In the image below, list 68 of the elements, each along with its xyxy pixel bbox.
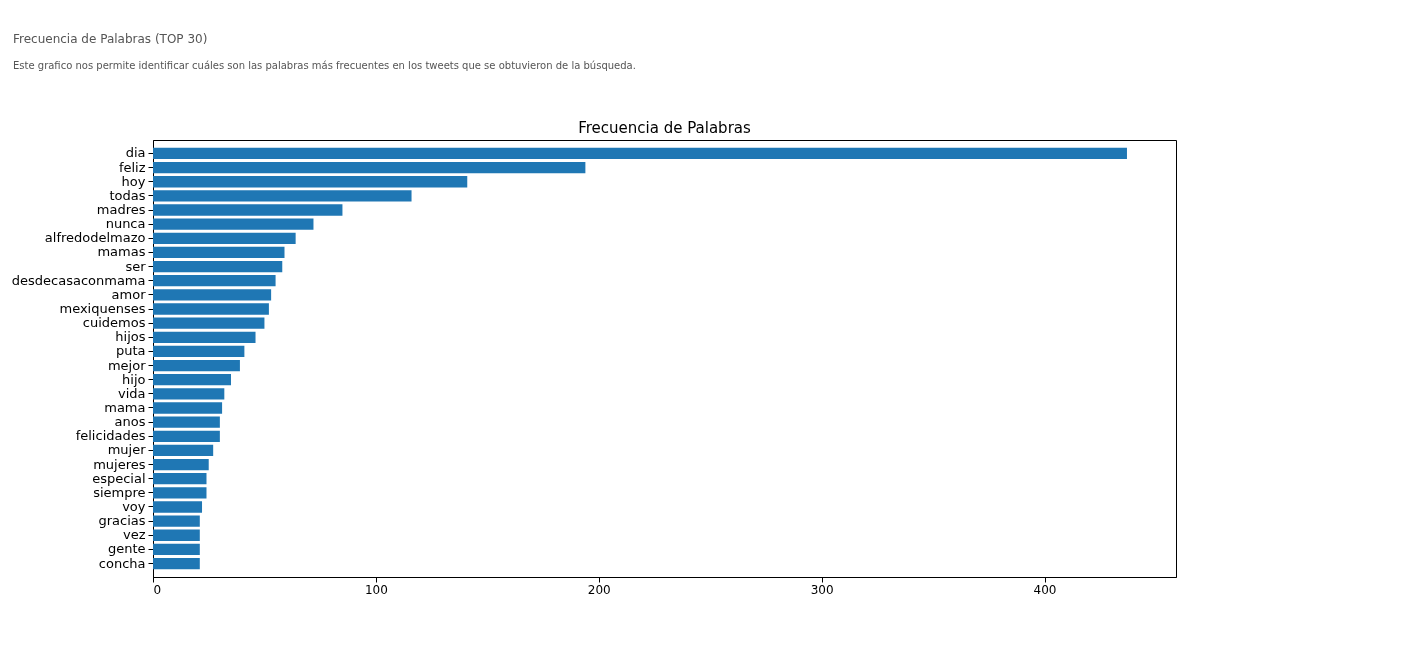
y-tick-label: amor — [111, 286, 147, 302]
y-tick-label: cuidemos — [82, 315, 146, 331]
bar — [153, 529, 200, 541]
y-tick-label: mujeres — [93, 456, 146, 472]
bar — [153, 374, 232, 386]
x-tick-label: 400 — [1033, 582, 1057, 597]
bar — [153, 190, 412, 202]
bar — [153, 275, 276, 287]
y-tick-label: siempre — [93, 484, 146, 500]
bar — [153, 543, 200, 556]
bar — [153, 416, 220, 428]
bar — [153, 359, 240, 372]
y-tick-label: vida — [117, 385, 146, 401]
y-tick-label: gracias — [98, 513, 146, 529]
y-tick-label: mama — [104, 400, 146, 415]
y-tick-label: voy — [122, 499, 146, 514]
bar — [153, 289, 272, 301]
bar — [153, 515, 200, 527]
text: Frecuencia de Palabras (TOP 30) — [13, 31, 208, 46]
bar — [153, 444, 214, 457]
x-tick-label: 0 — [153, 582, 162, 597]
y-tick-label: alfredodelmazo — [44, 230, 146, 246]
bar — [153, 260, 283, 273]
y-tick-label: madres — [96, 202, 146, 217]
bar — [153, 232, 296, 244]
y-tick-label: anos — [114, 414, 146, 430]
y-tick-label: ser — [125, 258, 147, 274]
x-tick-label: 200 — [587, 582, 611, 597]
bar — [153, 176, 468, 188]
bar — [153, 317, 265, 329]
bar — [153, 501, 203, 513]
bar — [153, 473, 207, 485]
y-tick-label: todas — [109, 187, 146, 203]
bar — [153, 161, 586, 174]
bar — [153, 345, 245, 358]
y-tick-label: concha — [98, 555, 146, 571]
y-tick-label: nunca — [105, 216, 146, 232]
bar — [153, 388, 225, 400]
y-tick-label: mejor — [107, 357, 147, 373]
y-tick-label: desdecasaconmama — [11, 272, 146, 288]
bar — [153, 218, 314, 230]
y-tick-label: gente — [107, 541, 146, 557]
y-tick-label: puta — [115, 343, 146, 359]
bar — [153, 487, 207, 499]
bar — [153, 557, 200, 570]
y-tick-label: mamas — [97, 244, 146, 260]
y-tick-label: hoy — [121, 173, 146, 189]
chart-title: Frecuencia de Palabras — [578, 119, 751, 137]
y-tick-label: feliz — [118, 159, 146, 175]
y-tick-label: hijo — [122, 371, 146, 387]
bar — [153, 147, 1127, 160]
bar — [153, 331, 256, 343]
y-tick-label: vez — [122, 527, 146, 543]
bar — [153, 458, 209, 471]
y-tick-label: hijos — [115, 329, 146, 345]
bar — [153, 204, 343, 216]
y-tick-label: dia — [125, 145, 146, 161]
bar — [153, 303, 269, 315]
y-tick-label: mujer — [107, 442, 147, 458]
y-tick-label: especial — [92, 470, 146, 486]
bar — [153, 430, 220, 442]
x-tick-label: 300 — [810, 582, 834, 597]
bar — [153, 246, 285, 259]
bar — [153, 402, 223, 414]
text: Este grafico nos permite identificar cuáles son las palabras más frecuentes en los tweets que se obtuvieron de la búsqueda. — [13, 60, 636, 72]
y-tick-label: felicidades — [75, 428, 146, 444]
x-tick-label: 100 — [364, 582, 388, 597]
y-tick-label: mexiquenses — [59, 301, 146, 316]
